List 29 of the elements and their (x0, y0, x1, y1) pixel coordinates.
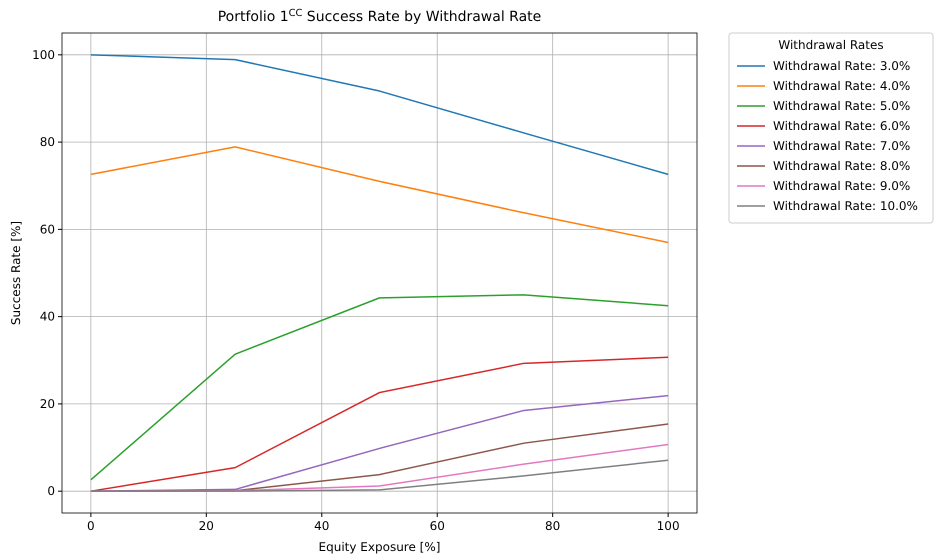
x-tick-label: 0 (87, 519, 95, 533)
x-tick-label: 80 (545, 519, 560, 533)
x-tick-label: 60 (430, 519, 445, 533)
legend-title: Withdrawal Rates (778, 38, 884, 52)
line-series (90, 294, 669, 481)
legend-label: Withdrawal Rate: 5.0% (773, 99, 910, 113)
x-tick-label: 40 (314, 519, 330, 533)
x-axis-title: Equity Exposure [%] (318, 540, 440, 554)
y-tick-label: 0 (47, 484, 55, 498)
x-tick-label: 100 (656, 519, 680, 533)
legend-label: Withdrawal Rate: 7.0% (773, 139, 910, 153)
y-tick-label: 60 (40, 222, 55, 236)
y-tick-label: 40 (40, 310, 55, 324)
legend-label: Withdrawal Rate: 3.0% (773, 59, 910, 73)
legend-label: Withdrawal Rate: 9.0% (773, 179, 910, 193)
chart-title: Portfolio 1$^{CC}$ Success Rate by Withdrawal Rate (218, 8, 542, 25)
line-series (90, 459, 669, 492)
y-tick-label: 100 (32, 48, 55, 62)
legend-label: Withdrawal Rate: 8.0% (773, 159, 910, 173)
line-series (90, 54, 669, 176)
y-tick-label: 20 (40, 396, 55, 411)
line-series (90, 356, 669, 492)
y-tick-label: 80 (40, 135, 55, 150)
y-axis-title: Success Rate [%] (9, 220, 23, 326)
legend-label: Withdrawal Rate: 10.0% (773, 199, 918, 213)
legend-label: Withdrawal Rate: 6.0% (773, 119, 910, 133)
x-tick-label: 20 (198, 519, 214, 533)
legend-label: Withdrawal Rate: 4.0% (773, 79, 910, 93)
line-series (90, 146, 669, 244)
